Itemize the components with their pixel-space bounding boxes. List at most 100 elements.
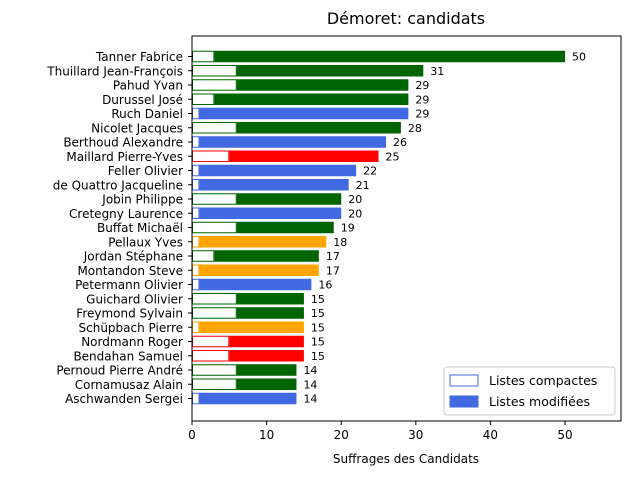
bar-compact [192, 179, 200, 191]
y-tick-label: de Quattro Jacqueline [53, 178, 183, 192]
bar-compact [192, 50, 215, 63]
bar-compact [192, 164, 200, 177]
x-tick-label: 30 [408, 428, 423, 442]
value-label: 29 [415, 108, 429, 121]
value-label: 14 [303, 393, 317, 406]
bar-compact [192, 392, 200, 405]
y-tick-label: Tanner Fabrice [95, 50, 183, 64]
bar-modified [199, 107, 409, 120]
bar-compact [192, 321, 200, 333]
bar-modified [199, 278, 312, 291]
bar-compact [192, 193, 237, 205]
bar-modified [214, 93, 409, 105]
value-label: 50 [572, 51, 586, 64]
y-tick-label: Nicolet Jacques [91, 121, 183, 135]
bar-modified [236, 378, 297, 390]
value-label: 15 [311, 307, 325, 320]
x-tick-label: 0 [188, 428, 196, 442]
value-label: 18 [333, 236, 347, 249]
x-tick-label: 40 [483, 428, 498, 442]
value-label: 14 [303, 378, 317, 391]
plot-frame [191, 35, 622, 422]
y-tick-label: Aschwanden Sergei [65, 392, 183, 406]
bar-compact [192, 150, 230, 162]
bar-compact [192, 364, 237, 376]
x-tick-label: 50 [557, 428, 572, 442]
y-tick-label: Nordmann Roger [81, 335, 183, 349]
y-tick-label: Maillard Pierre-Yves [66, 150, 183, 164]
value-label: 28 [408, 122, 422, 135]
bar-modified [199, 264, 319, 276]
value-label: 31 [430, 65, 444, 78]
value-label: 26 [393, 136, 407, 149]
value-label: 25 [386, 150, 400, 163]
bar-modified [236, 122, 401, 134]
bar-modified [236, 65, 424, 77]
y-tick-label: Schüpbach Pierre [79, 321, 184, 335]
bar-compact [192, 250, 215, 262]
y-tick-label: Cornamusaz Alain [75, 378, 183, 392]
bar-compact [192, 65, 237, 77]
y-tick-label: Durussel José [102, 93, 183, 107]
value-label: 15 [311, 321, 325, 334]
bar-compact [192, 122, 237, 134]
bar-compact [192, 307, 237, 319]
legend-swatch-modified [449, 395, 479, 408]
bar-modified [214, 250, 319, 262]
value-labels: 5031292929282625222120201918171716151515… [303, 51, 586, 406]
y-tick-label: Jordan Stéphane [83, 250, 183, 264]
y-tick-label: Freymond Sylvain [76, 307, 183, 321]
bar-modified [236, 221, 334, 234]
bar-modified [236, 307, 304, 319]
value-label: 15 [311, 336, 325, 349]
y-tick-label: Guichard Olivier [86, 292, 183, 306]
bar-compact [192, 93, 215, 105]
value-label: 14 [303, 364, 317, 377]
bar-modified [236, 364, 297, 376]
y-tick-label: Thuillard Jean-François [46, 64, 183, 78]
x-tick-label: 10 [259, 428, 274, 442]
value-label: 16 [318, 279, 332, 292]
y-tick-label: Buffat Michaël [97, 221, 183, 235]
value-label: 22 [363, 165, 377, 178]
bar-modified [199, 392, 297, 405]
x-ticks: 0 10 20 30 40 50 [188, 421, 573, 442]
bar-modified [229, 350, 304, 362]
bar-compact [192, 79, 237, 91]
bar-modified [199, 236, 327, 248]
y-tick-label: Montandon Steve [77, 264, 183, 278]
bar-compact [192, 350, 230, 362]
y-tick-label: Pernoud Pierre André [56, 364, 183, 378]
y-tick-label: Jobin Philippe [101, 193, 183, 207]
bar-modified [199, 136, 386, 148]
y-tick-label: Pellaux Yves [108, 235, 183, 249]
bar-compact [192, 378, 237, 390]
y-tick-label: Cretegny Laurence [69, 207, 183, 221]
bars-group [192, 50, 566, 405]
bar-modified [236, 293, 304, 305]
bar-compact [192, 264, 200, 276]
bar-compact [192, 236, 200, 248]
value-label: 17 [326, 250, 340, 263]
value-label: 17 [326, 264, 340, 277]
bar-modified [199, 207, 342, 219]
bar-modified [229, 150, 379, 162]
value-label: 20 [348, 193, 362, 206]
bar-compact [192, 278, 200, 291]
bar-compact [192, 207, 200, 219]
y-tick-label: Ruch Daniel [111, 107, 183, 121]
y-tick-label: Bendahan Samuel [73, 349, 183, 363]
bar-modified [199, 164, 357, 177]
y-tick-label: Pahud Yvan [113, 79, 183, 93]
legend: Listes compactes Listes modifiées [443, 366, 616, 416]
y-tick-label: Feller Olivier [108, 164, 183, 178]
legend-box [443, 366, 616, 416]
bar-modified [199, 179, 349, 191]
x-tick-label: 20 [334, 428, 349, 442]
legend-label-modified: Listes modifiées [489, 394, 590, 409]
value-label: 15 [311, 293, 325, 306]
value-label: 19 [341, 222, 355, 235]
value-label: 29 [415, 79, 429, 92]
